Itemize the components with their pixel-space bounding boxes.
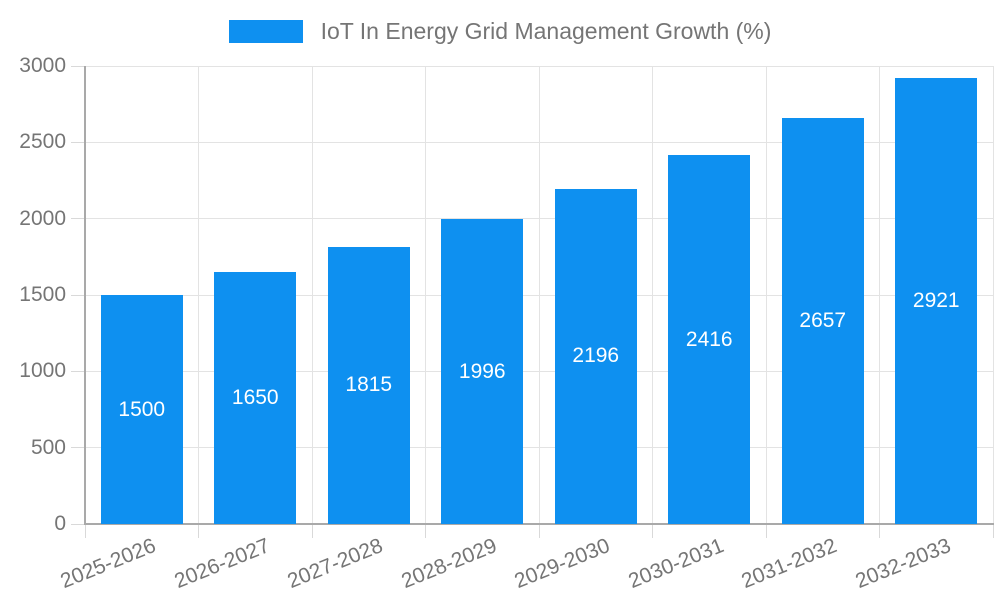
y-tick-mark xyxy=(71,141,85,143)
y-tick-label: 3000 xyxy=(19,54,66,77)
y-tick-label: 2500 xyxy=(19,130,66,154)
v-gridline xyxy=(311,66,313,524)
y-tick-label: 0 xyxy=(54,512,66,535)
bar-value-label: 1650 xyxy=(231,386,279,410)
bar-value-label: 2921 xyxy=(912,289,960,313)
bar-2026-2027: 1650 xyxy=(214,272,297,524)
x-tick-label: 2031-2032 xyxy=(738,534,841,593)
y-tick-mark xyxy=(71,294,85,296)
y-tick-label: 2000 xyxy=(19,206,66,230)
x-tick-label: 2028-2029 xyxy=(398,534,500,593)
x-tick-mark xyxy=(879,524,880,538)
bar-2027-2028: 1815 xyxy=(327,246,410,524)
bar-value-label: 2657 xyxy=(799,309,847,333)
bar-value-label: 1996 xyxy=(458,359,506,383)
y-tick-mark xyxy=(71,65,85,67)
v-gridline xyxy=(992,66,994,524)
bar-2031-2032: 2657 xyxy=(781,118,864,524)
x-tick-mark xyxy=(992,524,994,538)
x-tick-mark xyxy=(84,524,86,538)
v-gridline xyxy=(198,66,199,524)
x-tick-mark xyxy=(311,524,313,538)
x-tick-label: 2029-2030 xyxy=(511,534,614,593)
v-gridline xyxy=(765,66,767,524)
x-tick-label: 2026-2027 xyxy=(171,534,273,593)
x-axis-line xyxy=(84,523,994,525)
v-gridline xyxy=(879,66,880,524)
v-gridline xyxy=(425,66,426,524)
y-tick-mark xyxy=(71,523,85,525)
y-axis-line xyxy=(84,66,86,525)
bar-value-label: 1500 xyxy=(118,397,166,421)
y-tick-label: 500 xyxy=(30,435,66,459)
legend-label: IoT In Energy Grid Management Growth (%) xyxy=(320,18,772,44)
x-tick-mark xyxy=(765,524,767,538)
y-tick-mark xyxy=(71,447,85,449)
x-tick-label: 2027-2028 xyxy=(284,534,387,593)
v-gridline xyxy=(538,66,540,524)
x-tick-label: 2032-2033 xyxy=(852,534,954,593)
bar-value-label: 2416 xyxy=(685,327,733,351)
bar-2032-2033: 2921 xyxy=(895,78,978,524)
x-tick-mark xyxy=(425,524,426,538)
bar-2029-2030: 2196 xyxy=(554,188,637,524)
x-tick-label: 2025-2026 xyxy=(57,534,160,593)
v-gridline xyxy=(652,66,653,524)
bar-2025-2026: 1500 xyxy=(100,295,183,524)
bar-value-label: 2196 xyxy=(572,344,620,368)
bar-value-label: 1815 xyxy=(345,373,393,397)
chart-legend[interactable]: IoT In Energy Grid Management Growth (%) xyxy=(0,18,1000,45)
x-tick-label: 2030-2031 xyxy=(625,534,727,593)
y-tick-mark xyxy=(71,218,85,220)
y-tick-label: 1000 xyxy=(19,359,66,383)
x-tick-mark xyxy=(652,524,653,538)
legend-swatch-icon xyxy=(228,20,303,43)
bar-2030-2031: 2416 xyxy=(668,155,751,524)
x-tick-mark xyxy=(538,524,540,538)
y-tick-mark xyxy=(71,370,85,372)
x-tick-mark xyxy=(198,524,199,538)
y-tick-label: 1500 xyxy=(19,283,66,306)
bar-2028-2029: 1996 xyxy=(441,219,524,524)
